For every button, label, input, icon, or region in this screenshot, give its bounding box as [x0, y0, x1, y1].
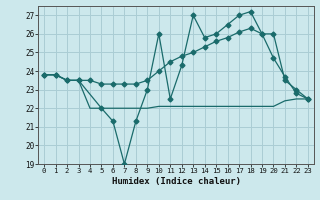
X-axis label: Humidex (Indice chaleur): Humidex (Indice chaleur) [111, 177, 241, 186]
